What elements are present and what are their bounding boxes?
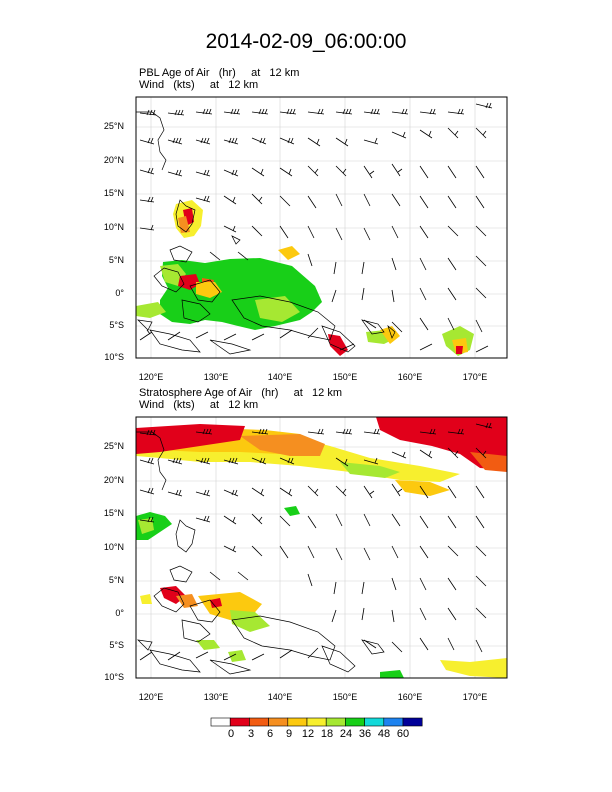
top-lat-label-25n: 25°N [103, 121, 124, 131]
strat-lime-streak [340, 462, 400, 478]
bottom-map-panel [135, 416, 508, 679]
pbl-lime-patch-3 [136, 302, 166, 318]
colorbar-swatch-0 [210, 717, 231, 727]
bottom-lat-label-5s: 5°S [109, 640, 124, 650]
strat-pale-streak [395, 480, 450, 496]
colorbar-label-24: 24 [339, 728, 353, 740]
top-lat-label-20n: 20°N [103, 155, 124, 165]
colorbar-swatch-5 [306, 717, 327, 727]
bottom-lat-label-10s: 10°S [104, 672, 124, 682]
strat-lime-southwest [196, 640, 220, 650]
pbl-yellow-patch [196, 282, 222, 298]
colorbar-swatch-7 [345, 717, 365, 727]
strat-yellow-s3 [140, 594, 152, 604]
pbl-east-patch-1 [380, 326, 400, 344]
pbl-small-yellow [278, 246, 300, 260]
top-map-panel [135, 96, 508, 359]
colorbar-swatch-3 [268, 717, 289, 727]
colorbar-swatch-1 [229, 717, 250, 727]
bottom-lat-label-25n: 25°N [103, 441, 124, 451]
strat-jet-red [136, 424, 245, 454]
bottom-lat-label-10n: 10°N [103, 542, 124, 552]
bottom-lon-label-170e: 170°E [462, 692, 488, 702]
top-lat-label-0: 0° [115, 288, 124, 298]
strat-orange-south [176, 594, 198, 608]
top-lat-label-5n: 5°N [108, 255, 124, 265]
top-lon-label-150e: 150°E [332, 372, 358, 382]
top-panel-subtitle: Wind (kts) at 12 km [139, 79, 259, 91]
colorbar-label-18: 18 [320, 728, 334, 740]
colorbar [210, 717, 423, 727]
bottom-panel-subtitle: Wind (kts) at 12 km [139, 399, 259, 411]
colorbar-swatch-4 [287, 717, 308, 727]
colorbar-label-48: 48 [377, 728, 391, 740]
bottom-lat-label-20n: 20°N [103, 475, 124, 485]
top-wind-barbs [139, 102, 493, 353]
strat-ne-orange [470, 452, 507, 472]
strat-yellow-se [440, 658, 507, 678]
top-lon-label-170e: 170°E [462, 372, 488, 382]
colorbar-label-3: 3 [247, 728, 255, 740]
bottom-lat-label-5n: 5°N [108, 575, 124, 585]
top-lon-label-160e: 160°E [397, 372, 423, 382]
top-lon-label-120e: 120°E [138, 372, 164, 382]
strat-lime-west [138, 518, 154, 534]
strat-red-south-2 [210, 598, 222, 608]
colorbar-label-60: 60 [396, 728, 410, 740]
colorbar-label-9: 9 [285, 728, 293, 740]
colorbar-swatch-8 [364, 717, 385, 727]
pbl-luzon-orange [178, 216, 190, 233]
colorbar-swatch-2 [249, 717, 269, 727]
strat-jet-orange-2 [240, 434, 325, 456]
colorbar-swatch-10 [402, 717, 423, 727]
colorbar-swatch-6 [325, 717, 346, 727]
bottom-panel-title: Stratosphere Age of Air (hr) at 12 km [139, 387, 342, 399]
pbl-east-red [456, 346, 463, 354]
bottom-lon-label-160e: 160°E [397, 692, 423, 702]
strat-green-blob [284, 506, 300, 516]
strat-lime-s2 [228, 650, 246, 662]
colorbar-swatch-9 [383, 717, 404, 727]
top-panel-title: PBL Age of Air (hr) at 12 km [139, 67, 300, 79]
bottom-lon-label-150e: 150°E [332, 692, 358, 702]
top-lat-label-5s: 5°S [109, 320, 124, 330]
figure-title: 2014-02-09_06:00:00 [205, 30, 407, 53]
bottom-panel-frame [135, 416, 508, 679]
pbl-newguinea-red [328, 334, 348, 356]
strat-lime-south [230, 610, 270, 632]
top-lat-label-15n: 15°N [103, 188, 124, 198]
top-lon-label-140e: 140°E [267, 372, 293, 382]
top-gridlines [136, 97, 507, 358]
bottom-lon-label-120e: 120°E [138, 692, 164, 702]
bottom-coastlines [136, 431, 385, 675]
bottom-lon-label-130e: 130°E [203, 692, 229, 702]
top-shading [136, 200, 474, 356]
top-coastlines [136, 111, 396, 355]
bottom-wind-barbs [139, 422, 493, 661]
bottom-lon-label-140e: 140°E [267, 692, 293, 702]
bottom-shading [136, 417, 507, 678]
pbl-green-region [160, 258, 322, 330]
colorbar-label-12: 12 [301, 728, 315, 740]
bottom-lat-label-15n: 15°N [103, 508, 124, 518]
pbl-lime-patch-2 [255, 296, 300, 322]
top-lat-label-10n: 10°N [103, 222, 124, 232]
top-lon-label-130e: 130°E [203, 372, 229, 382]
top-panel-frame [135, 96, 508, 359]
colorbar-label-36: 36 [358, 728, 372, 740]
bottom-lat-label-0: 0° [115, 608, 124, 618]
colorbar-label-0: 0 [227, 728, 235, 740]
top-lat-label-10s: 10°S [104, 352, 124, 362]
strat-green-se [380, 670, 404, 678]
colorbar-label-6: 6 [266, 728, 274, 740]
pbl-red-patch-1 [178, 274, 200, 290]
